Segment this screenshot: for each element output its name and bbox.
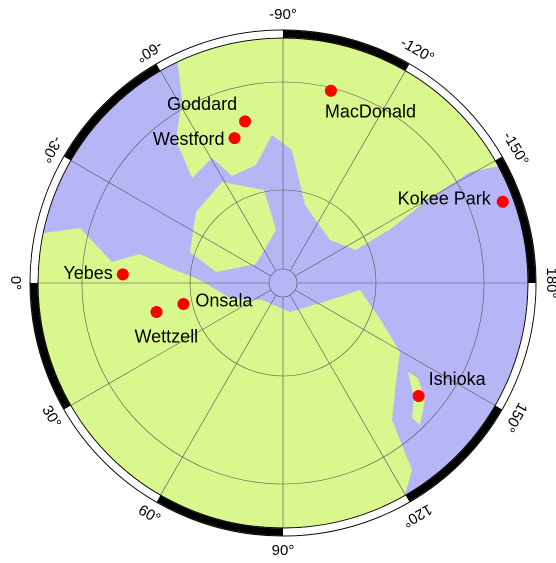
station-label: Yebes — [63, 263, 112, 283]
station-label: Onsala — [195, 291, 253, 311]
frame-segment — [156, 30, 284, 71]
station-label: Wettzell — [135, 327, 199, 347]
station — [116, 268, 129, 281]
meridian — [70, 289, 272, 406]
frame-segment — [156, 495, 284, 536]
frame-segment — [64, 405, 161, 502]
frame-segment — [495, 282, 536, 410]
meridian-label: 30° — [38, 403, 64, 431]
meridian — [289, 70, 406, 272]
meridian-label: 60° — [135, 502, 163, 528]
frame-segment — [64, 64, 161, 161]
station — [412, 390, 425, 403]
greenland — [190, 182, 276, 272]
station — [324, 84, 337, 97]
frame-segment — [30, 156, 71, 284]
meridian-label: 0° — [7, 276, 24, 290]
meridian-label: 180° — [543, 267, 556, 298]
station — [150, 305, 163, 318]
meridian — [289, 294, 406, 496]
frame-segment — [495, 156, 536, 284]
station — [239, 115, 252, 128]
meridian — [70, 160, 272, 277]
meridian — [294, 289, 496, 406]
graticule — [38, 38, 528, 528]
meridian — [294, 160, 496, 277]
frame-segment — [282, 30, 410, 71]
meridian — [160, 70, 277, 272]
station-label: Goddard — [167, 94, 237, 114]
station-label: Westford — [153, 129, 225, 149]
meridian — [160, 294, 277, 496]
frame-segment — [282, 495, 410, 536]
station-label: Ishioka — [429, 369, 487, 389]
frame-segment — [405, 64, 502, 161]
station — [228, 132, 241, 145]
station — [496, 195, 509, 208]
station — [177, 297, 190, 310]
meridian-label: -90° — [269, 6, 297, 23]
meridian-label: 90° — [272, 542, 295, 559]
frame-outer — [29, 29, 537, 537]
north-america — [175, 38, 505, 250]
land — [38, 38, 505, 528]
frame-segment — [30, 282, 71, 410]
frame-segment — [405, 405, 502, 502]
eurasia — [38, 228, 412, 528]
frame-inner — [37, 37, 529, 529]
station-label: Kokee Park — [398, 188, 492, 208]
station-label: MacDonald — [325, 102, 416, 122]
